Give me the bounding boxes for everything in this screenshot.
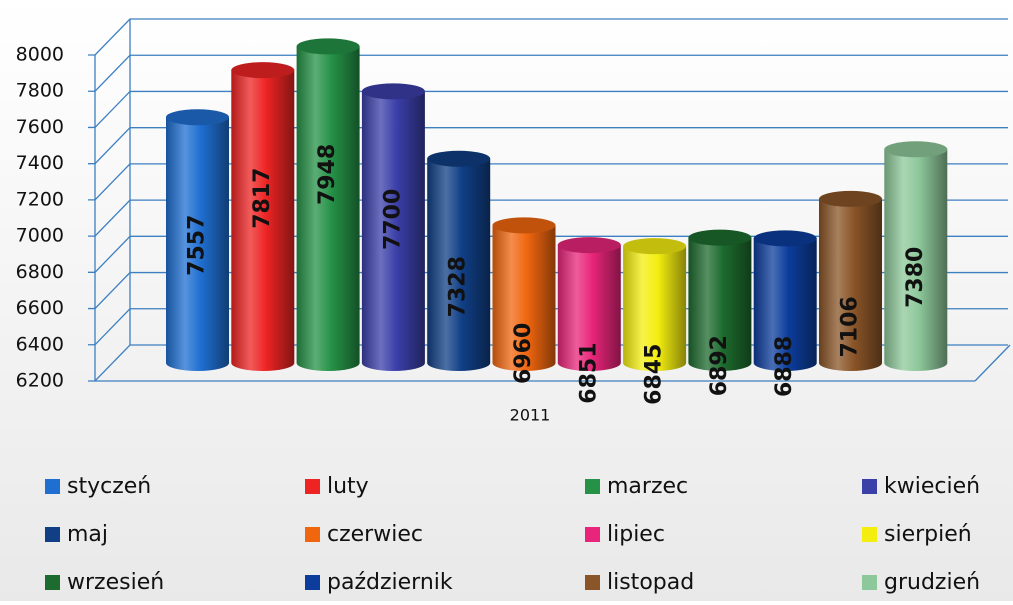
legend-label: lipiec — [607, 522, 665, 547]
y-tick-label: 6800 — [16, 261, 64, 283]
bar-top — [688, 229, 752, 246]
legend-label: kwiecień — [884, 474, 980, 499]
y-tick-label: 7400 — [16, 152, 64, 174]
bar-body — [296, 46, 360, 371]
legend-label: listopad — [607, 570, 694, 595]
bar-top — [361, 83, 425, 100]
y-tick-label: 8000 — [16, 44, 64, 66]
grid-line — [88, 18, 1008, 56]
value-label: 7106 — [838, 296, 863, 357]
y-tick-label: 6400 — [16, 333, 64, 355]
bar-top — [819, 190, 882, 207]
bar-top — [296, 38, 360, 55]
legend-label: czerwiec — [327, 522, 423, 547]
value-label: 7557 — [185, 215, 210, 276]
grid-line — [88, 127, 1008, 165]
bar-body — [884, 149, 948, 371]
legend-swatch — [305, 479, 320, 494]
legend-label: styczeń — [67, 474, 151, 499]
legend-swatch — [585, 479, 600, 494]
bar — [166, 109, 229, 371]
bar-top — [166, 109, 229, 126]
bar — [688, 229, 752, 371]
legend-swatch — [305, 575, 320, 590]
bar-top — [623, 238, 687, 255]
grid-line — [88, 235, 1008, 273]
bar — [884, 141, 948, 371]
y-tick-label: 7800 — [16, 80, 64, 102]
y-tick-label: 7200 — [16, 188, 64, 210]
value-label: 6851 — [576, 342, 601, 403]
legend-swatch — [862, 575, 877, 590]
legend-swatch — [305, 527, 320, 542]
y-tick-label: 6200 — [16, 370, 64, 392]
bar — [623, 238, 687, 371]
bar-top — [557, 237, 621, 254]
bar-body — [361, 91, 425, 371]
grid-line — [88, 199, 1008, 237]
bar-body — [688, 237, 752, 371]
bar-body — [166, 117, 229, 371]
legend-swatch — [45, 527, 60, 542]
value-label: 7700 — [380, 189, 405, 250]
legend-label: maj — [67, 522, 108, 547]
bar-body — [231, 70, 295, 371]
bar-top — [753, 230, 817, 247]
bar — [361, 83, 425, 371]
bar-top — [231, 62, 295, 79]
bar-body — [753, 238, 817, 371]
y-tick-label: 7600 — [16, 116, 64, 138]
legend-swatch — [862, 527, 877, 542]
bar-body — [492, 225, 556, 371]
legend-label: luty — [327, 474, 369, 499]
axes-frame — [94, 19, 1011, 382]
bar-body — [819, 198, 882, 371]
value-label: 6888 — [772, 336, 797, 397]
value-label: 6960 — [511, 323, 536, 384]
bar-body — [427, 158, 491, 371]
bar — [819, 190, 882, 371]
value-label: 7380 — [903, 247, 928, 308]
legend-swatch — [45, 575, 60, 590]
legend-label: wrzesień — [67, 570, 164, 595]
value-label: 7817 — [250, 168, 275, 229]
grid-line — [88, 90, 1008, 129]
grid-line — [88, 163, 1008, 201]
legend-label: grudzień — [884, 570, 980, 595]
bar-top — [427, 150, 491, 167]
value-label: 7328 — [446, 256, 471, 317]
value-label: 6892 — [707, 335, 732, 396]
bar — [427, 150, 491, 371]
floor-right — [974, 344, 1011, 382]
legend-swatch — [585, 575, 600, 590]
y-tick-label: 7000 — [16, 225, 64, 247]
legend-label: sierpień — [884, 522, 972, 547]
value-label: 6845 — [642, 344, 667, 405]
value-label: 7948 — [315, 144, 340, 205]
legend-swatch — [862, 479, 877, 494]
bar — [296, 38, 360, 371]
bar — [492, 217, 556, 371]
y-tick-label: 6600 — [16, 297, 64, 319]
legend-label: marzec — [607, 474, 688, 499]
legend-label: październik — [327, 570, 453, 595]
bar — [231, 62, 295, 371]
grid-line — [88, 54, 1008, 92]
bar-body — [557, 245, 621, 371]
bar-top — [492, 217, 556, 234]
bar — [557, 237, 621, 371]
legend-swatch — [45, 479, 60, 494]
bar-top — [884, 141, 948, 158]
category-label: 2011 — [510, 406, 551, 425]
bar-body — [623, 246, 687, 371]
bar — [753, 230, 817, 371]
legend-swatch — [585, 527, 600, 542]
